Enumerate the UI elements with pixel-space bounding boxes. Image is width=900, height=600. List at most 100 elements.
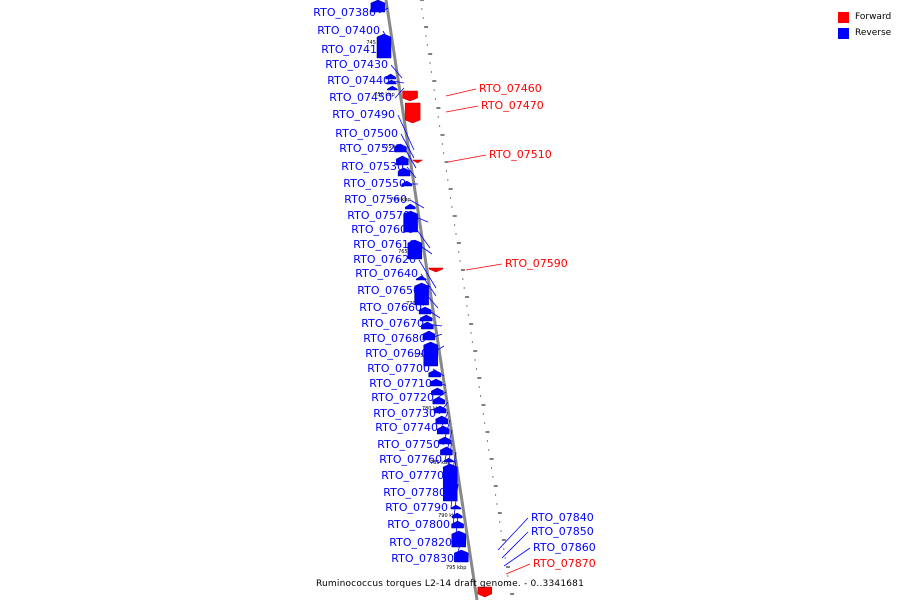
- leader-line: [378, 7, 389, 14]
- leader-line: [465, 263, 503, 271]
- leader-line: [409, 199, 425, 209]
- gene-label-rto-07710: RTO_07710: [369, 377, 432, 390]
- gene-label-rto-07770: RTO_07770: [381, 469, 444, 482]
- gene-labels: RTO_07380 RTO_07400 RTO_07410 RTO_07430 RTO_…: [313, 6, 595, 570]
- leader-line: [445, 105, 479, 113]
- leader-line: [426, 323, 443, 327]
- gene-label-rto-07690: RTO_07690: [365, 347, 428, 360]
- leader-line: [428, 333, 443, 340]
- gene-label-rto-07560: RTO_07560: [344, 193, 407, 206]
- gene-label-rto-07830: RTO_07830: [391, 552, 454, 565]
- gene-feature-reverse: [396, 155, 409, 166]
- leader-line: [438, 401, 449, 415]
- leader-line: [454, 515, 459, 544]
- leader-line: [452, 483, 459, 526]
- gene-feature-reverse: [438, 436, 452, 445]
- gene-label-rto-07780: RTO_07780: [383, 486, 446, 499]
- gene-feature-reverse: [421, 321, 434, 330]
- legend-item-reverse: Reverse: [838, 25, 891, 41]
- leader-line: [386, 45, 391, 51]
- kbp-tick-label: 785 kbp: [430, 460, 450, 466]
- leader-line: [418, 259, 437, 289]
- gene-feature-reverse: [451, 520, 464, 529]
- gene-feature-forward: [428, 267, 444, 273]
- leader-line: [397, 114, 415, 151]
- kbp-tick-label: 750 kbp: [374, 92, 394, 98]
- gene-label-rto-07670: RTO_07670: [361, 317, 424, 330]
- gene-feature-reverse: [385, 73, 396, 80]
- leader-line: [390, 64, 403, 79]
- gene-label-rto-07430: RTO_07430: [325, 58, 388, 71]
- gene-feature-reverse: [415, 275, 427, 281]
- leader-line: [418, 244, 433, 255]
- leader-line: [497, 517, 529, 551]
- gene-label-rto-07440: RTO_07440: [327, 74, 390, 87]
- gene-feature-reverse: [435, 415, 448, 425]
- gene-label-rto-07500: RTO_07500: [335, 127, 398, 140]
- leader-line: [450, 459, 457, 509]
- gene-feature-forward: [402, 90, 418, 102]
- gene-label-rto-07860: RTO_07860: [533, 541, 596, 554]
- gene-label-rto-07460: RTO_07460: [479, 82, 542, 95]
- gene-feature-reverse: [387, 85, 398, 91]
- gene-label-rto-07730: RTO_07730: [373, 407, 436, 420]
- kbp-tick-label: 755 kbp: [382, 144, 402, 150]
- gene-feature-reverse: [423, 341, 438, 367]
- leader-line: [400, 133, 415, 159]
- leader-line: [432, 368, 445, 377]
- gene-feature-reverse: [370, 0, 386, 13]
- genome-backbone: [384, 0, 479, 600]
- leader-line: [503, 547, 531, 567]
- leader-line: [392, 80, 405, 84]
- gene-label-rto-07530: RTO_07530: [341, 160, 404, 173]
- gene-label-rto-07550: RTO_07550: [343, 177, 406, 190]
- gene-feature-reverse: [394, 143, 407, 153]
- gene-label-rto-07450: RTO_07450: [329, 91, 392, 104]
- gene-feature-forward: [411, 159, 424, 164]
- gene-label-rto-07660: RTO_07660: [359, 301, 422, 314]
- kbp-tick-label: 760 kbp: [390, 197, 410, 203]
- legend-label-forward: Forward: [855, 12, 892, 22]
- gene-label-rto-07570: RTO_07570: [347, 209, 410, 222]
- gene-feature-reverse: [451, 512, 463, 519]
- gene-feature-reverse: [397, 167, 411, 177]
- leader-line: [416, 229, 431, 249]
- gene-feature-forward: [477, 586, 493, 598]
- reverse-swatch: [838, 27, 849, 39]
- gene-label-rto-07750: RTO_07750: [377, 438, 440, 451]
- gene-feature-reverse: [440, 446, 453, 456]
- leader-line: [412, 215, 429, 223]
- leader-line: [382, 30, 389, 41]
- gene-label-rto-07870: RTO_07870: [533, 557, 596, 570]
- gene-label-rto-07760: RTO_07760: [379, 453, 442, 466]
- gene-feature-reverse: [405, 203, 416, 210]
- gene-label-rto-07610: RTO_07610: [353, 238, 416, 251]
- kbp-tick-label: 795 kbp: [446, 565, 466, 571]
- label-leader-lines: [378, 7, 531, 575]
- gene-label-rto-07680: RTO_07680: [363, 332, 426, 345]
- kbp-tick-label: 780 kbp: [422, 406, 442, 412]
- gene-label-rto-07600: RTO_07600: [351, 223, 414, 236]
- leader-line: [430, 345, 445, 355]
- gene-label-rto-07410: RTO_07410: [321, 43, 384, 56]
- leader-line: [456, 531, 463, 560]
- leader-line: [444, 429, 453, 461]
- genome-caption: Ruminococcus torques L2-14 draft genome.…: [315, 579, 585, 589]
- gene-label-rto-07820: RTO_07820: [389, 536, 452, 549]
- leader-line: [420, 273, 437, 297]
- leader-line: [448, 451, 457, 494]
- leader-line: [406, 166, 417, 179]
- gene-label-rto-07790: RTO_07790: [385, 501, 448, 514]
- kbp-tick-label: 790 kbp: [438, 513, 458, 519]
- strand-legend: Forward Reverse: [838, 9, 891, 41]
- gene-feature-forward: [404, 102, 421, 124]
- leader-line: [424, 307, 441, 319]
- gene-label-rto-07650: RTO_07650: [357, 284, 420, 297]
- legend-label-reverse: Reverse: [855, 28, 892, 38]
- gene-feature-reverse: [407, 239, 423, 260]
- leader-line: [501, 531, 529, 559]
- gene-feature-reverse: [442, 463, 458, 502]
- gene-label-rto-07490: RTO_07490: [332, 108, 395, 121]
- gene-feature-reverse: [401, 180, 413, 187]
- leader-line: [422, 290, 439, 309]
